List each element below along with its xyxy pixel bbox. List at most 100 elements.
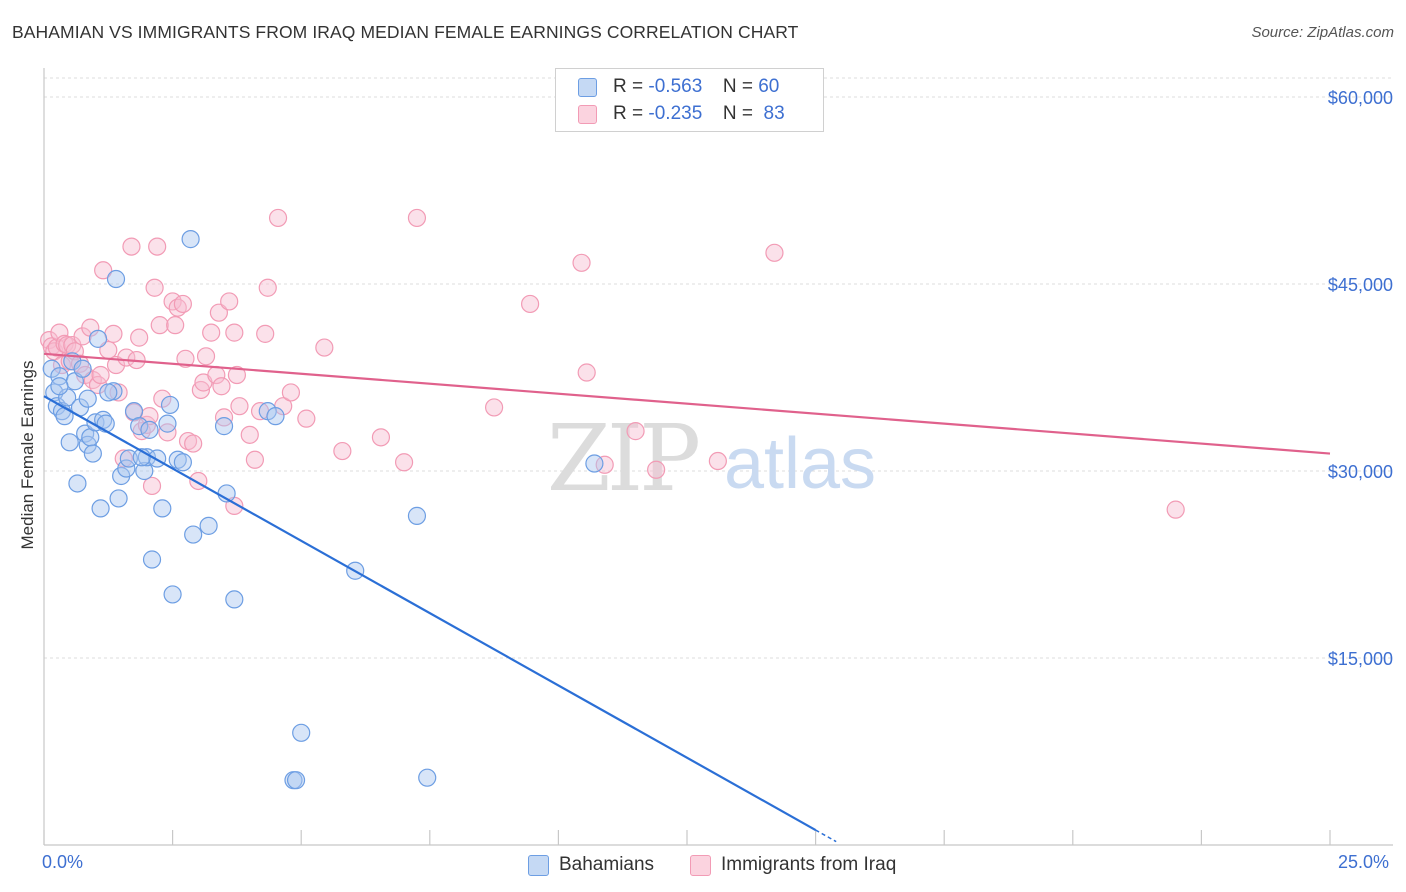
source-credit: Source: ZipAtlas.com <box>1251 24 1394 41</box>
bahamian-point <box>148 449 167 468</box>
bottom-legend-label: Bahamians <box>559 854 655 875</box>
iraq-point <box>173 294 192 314</box>
bahamian-point <box>225 590 244 609</box>
bottom-legend-bahamians: Bahamians <box>528 852 654 878</box>
bahamian-point <box>135 461 154 481</box>
legend-r-label: R = <box>613 103 644 124</box>
bahamian-point <box>286 771 306 790</box>
bottom-legend-swatch-blue <box>528 854 549 876</box>
x-axis-max-label: 25.0% <box>1338 852 1390 872</box>
y-tick-label: $45,000 <box>1328 275 1393 295</box>
bahamian-point <box>142 550 162 569</box>
bahamian-point <box>119 449 138 468</box>
correlation-legend: R = -0.563 N = 60 R = -0.235 N = 83 <box>555 68 824 132</box>
bahamian-points <box>42 230 604 790</box>
trend-lines <box>43 352 1331 843</box>
bottom-legend-label: Immigrants from Iraq <box>721 854 897 875</box>
iraq-point <box>268 208 288 228</box>
iraq-point <box>122 237 141 256</box>
legend-r-label: R = <box>613 76 644 97</box>
bahamian-point <box>292 723 311 742</box>
bahamian-point <box>130 417 149 436</box>
legend-r-value: -0.235 <box>648 103 703 124</box>
bahamian-point <box>407 506 427 525</box>
bahamian-point <box>173 453 192 472</box>
bottom-legend-iraq: Immigrants from Iraq <box>690 852 896 878</box>
iraq-point <box>142 476 162 496</box>
bahamian-point <box>585 454 604 473</box>
bahamian-point <box>266 407 285 426</box>
iraq-point <box>708 451 727 471</box>
bahamian-point <box>42 359 61 378</box>
iraq-point <box>333 441 352 461</box>
bahamian-point <box>109 489 128 508</box>
iraq-point <box>202 323 221 342</box>
iraq-point <box>485 398 504 417</box>
watermark-zip: ZIP <box>547 405 698 512</box>
bahamian-point <box>160 395 180 415</box>
bahamian-point <box>50 377 69 396</box>
bahamian-point <box>73 359 92 378</box>
chart-title: BAHAMIAN VS IMMIGRANTS FROM IRAQ MEDIAN … <box>12 22 799 42</box>
iraq-point <box>166 316 185 335</box>
iraq-point <box>315 338 334 357</box>
iraq-point <box>176 349 195 368</box>
legend-n-value: 83 <box>763 103 785 124</box>
iraq-point <box>104 324 123 343</box>
watermark: ZIP atlas <box>547 405 876 512</box>
legend-swatch-blue <box>578 77 597 97</box>
y-tick-label: $15,000 <box>1328 649 1393 669</box>
x-axis-min-label: 0.0% <box>42 852 84 872</box>
iraq-point <box>209 303 228 322</box>
bahamian-trend-line <box>43 395 817 831</box>
bahamian-trend-extension <box>815 829 837 843</box>
bahamian-point <box>214 417 234 436</box>
axes <box>43 68 1393 846</box>
iraq-point <box>225 323 244 342</box>
iraq-point <box>371 428 391 447</box>
iraq-point <box>577 363 596 382</box>
iraq-point <box>765 243 784 262</box>
iraq-point <box>394 453 414 472</box>
iraq-point <box>191 380 210 400</box>
iraq-point <box>647 460 666 479</box>
legend-row-iraq: R = -0.235 N = 83 <box>578 102 785 126</box>
iraq-point <box>196 347 216 366</box>
iraq-point <box>240 425 259 444</box>
bahamian-point <box>60 433 79 452</box>
bahamian-point <box>88 329 108 348</box>
iraq-point <box>212 377 231 396</box>
bahamian-point <box>163 585 182 604</box>
iraq-point <box>407 208 427 228</box>
iraq-point <box>220 292 239 311</box>
bahamian-point <box>418 768 437 787</box>
iraq-point <box>281 383 301 402</box>
iraq-point <box>256 324 275 343</box>
iraq-point <box>230 397 249 416</box>
bahamian-point <box>78 435 97 454</box>
iraq-point <box>94 261 113 280</box>
y-tick-labels: $15,000 $30,000 $45,000 $60,000 <box>1328 88 1393 669</box>
legend-n-value: 60 <box>758 76 780 97</box>
iraq-trend-line <box>43 352 1331 455</box>
legend-n-label: N = <box>722 76 753 97</box>
y-tick-label: $60,000 <box>1328 88 1393 108</box>
legend-n-label: N = <box>722 103 753 124</box>
iraq-point <box>258 278 277 297</box>
bahamian-point <box>199 516 218 535</box>
iraq-point <box>521 294 540 314</box>
iraq-points <box>40 208 1185 519</box>
watermark-atlas: atlas <box>724 424 876 504</box>
bottom-legend-swatch-pink <box>690 854 711 876</box>
bahamian-point <box>106 269 126 289</box>
bahamian-point <box>158 414 177 433</box>
bahamian-point <box>78 389 97 408</box>
iraq-point <box>150 316 169 335</box>
iraq-point <box>572 253 591 272</box>
iraq-point <box>297 409 316 428</box>
bahamian-point <box>184 525 203 544</box>
y-tick-label: $30,000 <box>1328 462 1393 482</box>
iraq-point <box>91 365 110 385</box>
bahamian-point <box>99 383 118 402</box>
